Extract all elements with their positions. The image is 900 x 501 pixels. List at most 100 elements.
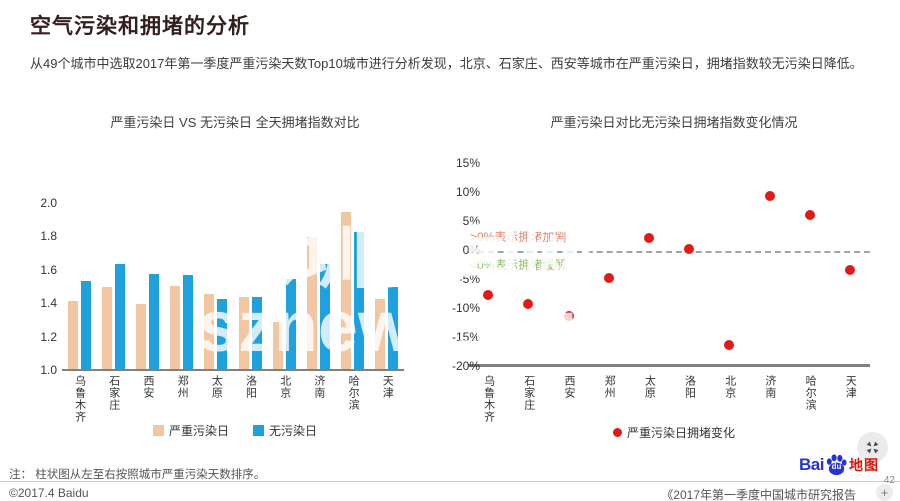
bar-严重污染日 bbox=[272, 322, 283, 369]
bar-group bbox=[272, 204, 296, 369]
left-chart-title: 严重污染日 VS 无污染日 全天拥堵指数对比 bbox=[110, 115, 360, 130]
bar-无污染日 bbox=[217, 298, 228, 369]
bar-group bbox=[306, 204, 330, 369]
collapse-arrows-icon bbox=[865, 440, 880, 455]
x-axis-label: 天津 bbox=[381, 375, 394, 399]
bar-group bbox=[204, 204, 228, 369]
x-axis-label: 西安 bbox=[562, 375, 575, 399]
right-chart-plot: >0%表示拥堵加剧 <0%表示拥堵缓解 bbox=[468, 164, 870, 367]
x-axis-label: 乌鲁木齐 bbox=[482, 375, 495, 423]
x-axis-label: 郑州 bbox=[603, 375, 616, 399]
bar-严重污染日 bbox=[238, 297, 249, 369]
x-axis-label: 北京 bbox=[723, 375, 736, 399]
baidu-logo-map-text: 地图 bbox=[848, 456, 879, 473]
legend-label: 无污染日 bbox=[269, 424, 318, 438]
x-axis-label: 西安 bbox=[141, 375, 154, 399]
legend-swatch bbox=[152, 425, 164, 436]
scatter-dot bbox=[563, 310, 574, 321]
bar-无污染日 bbox=[148, 273, 159, 369]
x-axis-label: 洛阳 bbox=[244, 375, 257, 399]
y-tick-label: 1.2 bbox=[40, 329, 57, 344]
y-tick-label: -10% bbox=[451, 301, 480, 315]
y-tick-label: 5% bbox=[462, 214, 480, 228]
page-subtitle: 从49个城市中选取2017年第一季度严重污染天数Top10城市进行分析发现，北京… bbox=[30, 56, 863, 71]
y-tick-label: -5% bbox=[458, 272, 480, 286]
right-chart-legend: 严重污染日拥堵变化 bbox=[450, 424, 898, 441]
right-chart: 严重污染日对比无污染日拥堵指数变化情况 >0%表示拥堵加剧 <0%表示拥堵缓解 … bbox=[450, 108, 898, 453]
bar-严重污染日 bbox=[101, 287, 112, 369]
footer-divider bbox=[0, 481, 900, 482]
page-title: 空气污染和拥堵的分析 bbox=[30, 15, 250, 38]
bar-group bbox=[238, 204, 262, 369]
y-tick-label: 1.0 bbox=[40, 363, 57, 377]
bar-group bbox=[170, 204, 194, 369]
x-axis-label: 石家庄 bbox=[107, 375, 120, 411]
legend-dot bbox=[612, 428, 622, 437]
left-chart-legend: 严重污染日 无污染日 bbox=[30, 422, 440, 439]
left-chart-plot bbox=[62, 204, 404, 371]
y-tick-label: 1.4 bbox=[40, 296, 57, 311]
scatter-dot bbox=[844, 265, 855, 276]
scatter-dot bbox=[764, 191, 775, 202]
scatter-dot bbox=[603, 273, 614, 284]
bar-严重污染日 bbox=[306, 237, 317, 369]
legend-item: 严重污染日 bbox=[152, 422, 229, 439]
y-tick-label: 10% bbox=[455, 185, 480, 199]
copyright: ©2017.4 Baidu bbox=[9, 486, 89, 500]
baidu-logo-du-text: du bbox=[831, 462, 842, 471]
bar-无污染日 bbox=[319, 263, 330, 369]
x-axis-label: 石家庄 bbox=[522, 375, 535, 411]
bar-group bbox=[67, 204, 91, 369]
scatter-dot bbox=[804, 210, 815, 221]
y-tick-label: 1.6 bbox=[40, 262, 57, 277]
left-chart: 严重污染日 VS 无污染日 全天拥堵指数对比 乌鲁木齐 石家庄 西安 郑州 太原 洛阳 北京… bbox=[30, 108, 440, 453]
bar-严重污染日 bbox=[375, 298, 386, 369]
bar-group bbox=[101, 204, 125, 369]
baidu-maps-logo: Bai du 地图 bbox=[799, 452, 879, 477]
scatter-dot bbox=[684, 243, 695, 254]
x-axis-label: 济南 bbox=[312, 375, 325, 399]
collapse-button[interactable] bbox=[857, 432, 888, 463]
bar-group bbox=[375, 204, 399, 369]
x-axis-label: 哈尔滨 bbox=[804, 375, 817, 411]
report-title: 《2017年第一季度中国城市研究报告 bbox=[661, 488, 856, 501]
bar-严重污染日 bbox=[341, 212, 352, 369]
scatter-dot bbox=[523, 299, 534, 310]
legend-item: 严重污染日拥堵变化 bbox=[612, 424, 735, 441]
x-axis-label: 乌鲁木齐 bbox=[73, 375, 86, 423]
legend-label: 严重污染日 bbox=[168, 424, 229, 438]
x-axis-label: 天津 bbox=[844, 375, 857, 399]
baidu-logo-bai-text: Bai bbox=[799, 454, 824, 474]
bar-无污染日 bbox=[183, 275, 194, 369]
bar-group bbox=[341, 204, 365, 369]
y-tick-label: 0% bbox=[462, 243, 480, 257]
bar-严重污染日 bbox=[135, 303, 146, 369]
bar-严重污染日 bbox=[170, 285, 181, 369]
legend-label: 严重污染日拥堵变化 bbox=[626, 426, 735, 440]
page-number: 42 bbox=[883, 475, 895, 486]
x-axis-label: 郑州 bbox=[176, 375, 189, 399]
scatter-dot bbox=[643, 233, 654, 244]
y-tick-label: -15% bbox=[451, 330, 480, 344]
y-tick-label: 15% bbox=[455, 156, 480, 170]
bar-无污染日 bbox=[388, 287, 399, 369]
x-axis-label: 济南 bbox=[763, 375, 776, 399]
bar-无污染日 bbox=[354, 232, 365, 369]
left-chart-x-axis: 乌鲁木齐 石家庄 西安 郑州 太原 洛阳 北京 济南 哈尔滨 天津 bbox=[62, 375, 404, 423]
x-axis-label: 北京 bbox=[278, 375, 291, 399]
right-chart-title: 严重污染日对比无污染日拥堵指数变化情况 bbox=[550, 115, 798, 130]
y-tick-label: 1.8 bbox=[40, 229, 57, 244]
bar-严重污染日 bbox=[67, 300, 78, 369]
annotation-above-zero: >0%表示拥堵加剧 bbox=[470, 230, 567, 244]
bar-严重污染日 bbox=[204, 293, 215, 369]
x-axis-label: 哈尔滨 bbox=[347, 375, 360, 411]
bar-无污染日 bbox=[80, 280, 91, 369]
scatter-dot bbox=[724, 339, 735, 350]
legend-item: 无污染日 bbox=[253, 422, 317, 439]
bar-group bbox=[135, 204, 159, 369]
x-axis-label: 太原 bbox=[643, 375, 656, 399]
baidu-paw-icon: du bbox=[825, 453, 848, 476]
add-button[interactable]: + bbox=[876, 484, 893, 501]
footer-note: 注： 柱状图从左至右按照城市严重污染天数排序。 bbox=[9, 469, 266, 481]
